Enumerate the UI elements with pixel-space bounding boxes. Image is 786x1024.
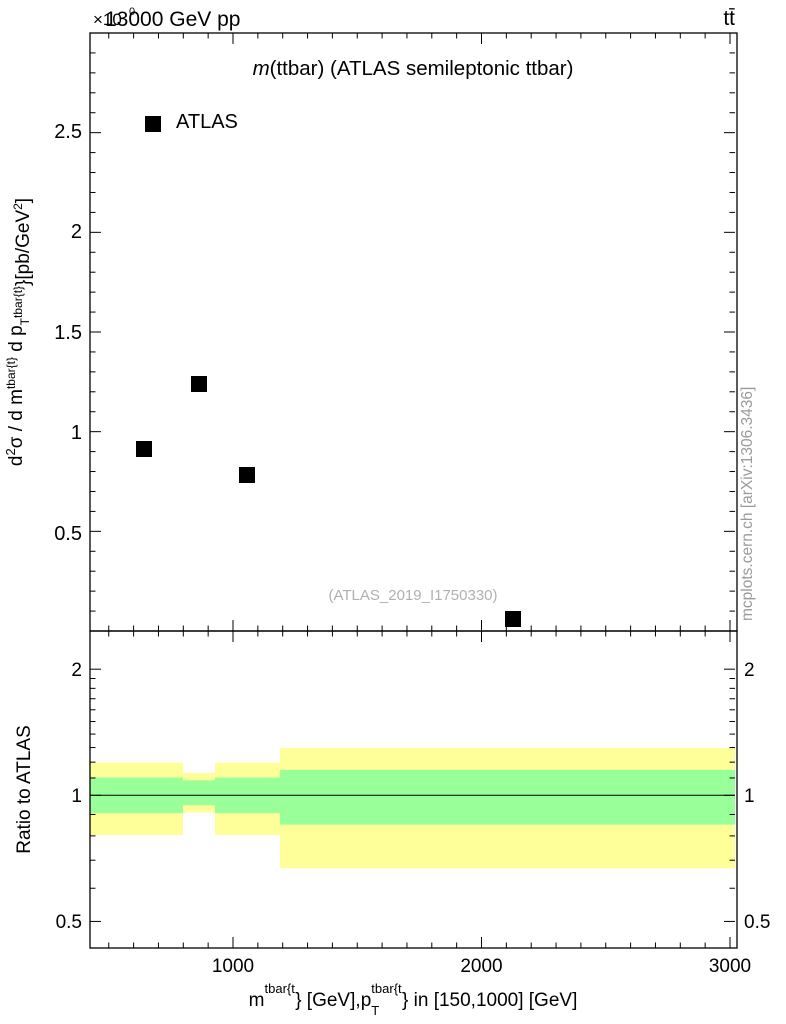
svg-text:T: T xyxy=(371,1003,379,1018)
svg-text:} in [150,1000] [GeV]: } in [150,1000] [GeV] xyxy=(402,990,577,1011)
svg-text:mcplots.cern.ch [arXiv:1306.34: mcplots.cern.ch [arXiv:1306.3436] xyxy=(739,387,756,621)
svg-text:0.5: 0.5 xyxy=(56,912,82,933)
svg-text:tbar{t: tbar{t xyxy=(265,981,296,996)
svg-text:} [GeV],: } [GeV], xyxy=(295,990,360,1011)
svg-text:0.5: 0.5 xyxy=(744,912,770,933)
svg-text:2: 2 xyxy=(744,660,755,681)
svg-text:m: m xyxy=(249,990,265,1011)
svg-text:tbar{t: tbar{t xyxy=(371,981,402,996)
svg-text:1.5: 1.5 xyxy=(54,322,82,344)
svg-text:1: 1 xyxy=(744,786,755,807)
svg-text:3000: 3000 xyxy=(709,956,751,977)
svg-text:×10: ×10 xyxy=(93,10,122,29)
svg-text:Ratio to ATLAS: Ratio to ATLAS xyxy=(14,725,35,854)
svg-text:(ATLAS_2019_I1750330): (ATLAS_2019_I1750330) xyxy=(328,587,497,604)
svg-text:0.5: 0.5 xyxy=(54,523,82,545)
svg-text:0: 0 xyxy=(129,6,135,18)
svg-text:2: 2 xyxy=(71,660,82,681)
svg-text:2: 2 xyxy=(71,221,82,243)
svg-text:p: p xyxy=(361,990,372,1011)
svg-text:2.5: 2.5 xyxy=(54,121,82,143)
svg-text:tt̄: tt̄ xyxy=(723,7,735,30)
svg-text:13000 GeV pp: 13000 GeV pp xyxy=(105,8,240,31)
svg-text:2000: 2000 xyxy=(460,956,502,977)
svg-text:ATLAS: ATLAS xyxy=(176,111,238,133)
svg-text:1: 1 xyxy=(71,786,82,807)
svg-text:m(ttbar) (ATLAS semileptonic t: m(ttbar) (ATLAS semileptonic ttbar) xyxy=(253,57,574,80)
svg-text:1: 1 xyxy=(71,422,82,444)
svg-text:1000: 1000 xyxy=(212,956,254,977)
